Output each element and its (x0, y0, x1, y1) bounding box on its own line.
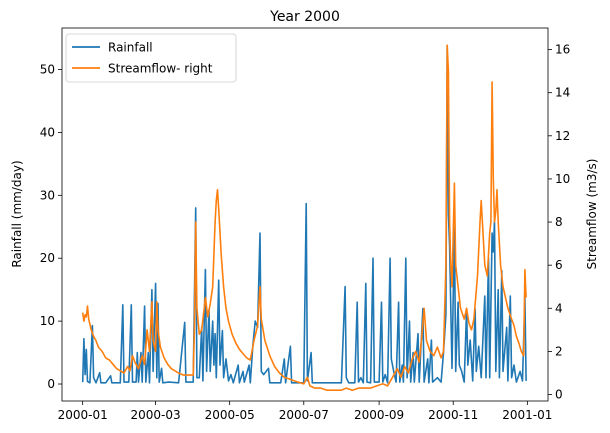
x-tick-label: 2001-01 (502, 408, 552, 422)
y-right-tick-label: 6 (555, 258, 563, 272)
series-line-streamflow (81, 44, 527, 391)
legend-box (65, 33, 237, 83)
y-right-tick-label: 10 (555, 172, 570, 186)
y-right-tick-label: 8 (555, 215, 563, 229)
y-left-tick-label: 30 (40, 188, 55, 202)
y-left-tick-label: 0 (47, 377, 55, 391)
y-axis-right: 0 2 4 6 8 10 12 14 16 (548, 43, 570, 402)
y-right-tick-label: 4 (555, 301, 563, 315)
series-layer (81, 44, 527, 391)
y-right-tick-label: 12 (555, 129, 570, 143)
y-left-tick-label: 20 (40, 251, 55, 265)
y-left-tick-label: 40 (40, 125, 55, 139)
y-right-tick-label: 14 (555, 86, 570, 100)
y-left-tick-label: 10 (40, 314, 55, 328)
x-tick-label: 2000-11 (428, 408, 478, 422)
x-tick-label: 2000-09 (354, 408, 404, 422)
y-left-tick-label: 50 (40, 63, 55, 77)
y-axis-left-label: Rainfall (mm/day) (10, 160, 24, 267)
series-line-rainfall (81, 44, 527, 384)
plot-frame (61, 27, 549, 402)
legend-label-rainfall: Rainfall (108, 41, 153, 55)
x-tick-label: 2000-03 (130, 408, 180, 422)
legend: Rainfall Streamflow- right (65, 33, 237, 83)
y-axis-right-label: Streamflow (m3/s) (585, 159, 599, 270)
y-right-tick-label: 0 (555, 388, 563, 402)
y-right-tick-label: 16 (555, 43, 570, 57)
y-axis-left: 0 10 20 30 40 50 (40, 63, 62, 391)
x-axis: 2000-01 2000-03 2000-05 2000-07 2000-09 2000-… (58, 401, 552, 422)
y-right-tick-label: 2 (555, 344, 563, 358)
x-tick-label: 2000-07 (279, 408, 329, 422)
chart-title: Year 2000 (269, 9, 340, 25)
x-tick-label: 2000-05 (205, 408, 255, 422)
x-tick-label: 2000-01 (58, 408, 108, 422)
legend-label-streamflow: Streamflow- right (108, 62, 213, 76)
